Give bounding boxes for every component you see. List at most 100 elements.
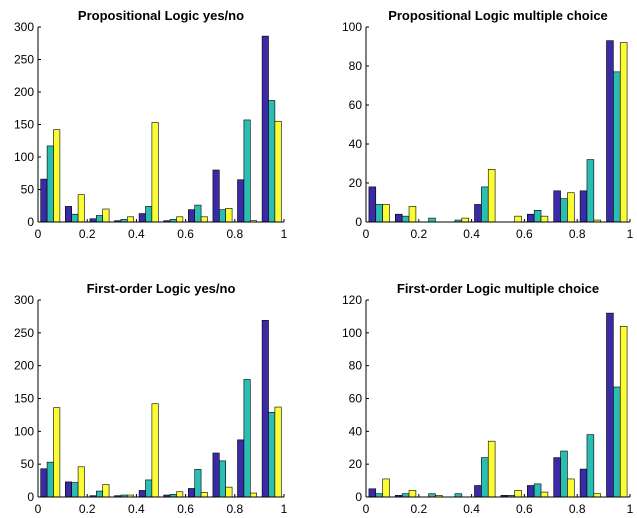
bar-series-3 <box>102 484 110 498</box>
bar-series-3 <box>487 169 496 223</box>
y-tick-label: 0 <box>355 490 362 504</box>
y-tick-label: 50 <box>21 183 35 197</box>
chart-panel-2: Propositional Logic multiple choice 0 20 40… <box>342 8 634 241</box>
bar-series-2 <box>533 483 542 498</box>
y-tick-label: 20 <box>349 176 363 190</box>
y-tick-label: 0 <box>355 215 362 229</box>
bar-series-3 <box>225 486 233 498</box>
y-tick-label: 300 <box>14 293 34 307</box>
bar-series-1 <box>527 213 535 223</box>
chart-title: Propositional Logic yes/no <box>78 8 244 23</box>
x-tick-label: 0.2 <box>79 502 96 516</box>
bar-series-1 <box>138 213 146 223</box>
bar-series-2 <box>268 411 276 498</box>
bar-series-2 <box>243 379 251 498</box>
chart-panel-1: Propositional Logic yes/no 0 50 100 150 200 25… <box>14 8 288 241</box>
bar-series-1 <box>40 468 48 498</box>
y-tick-label: 120 <box>342 293 362 307</box>
y-tick-label: 0 <box>27 215 34 229</box>
bar-series-3 <box>382 204 390 223</box>
bar-series-3 <box>408 206 417 223</box>
x-tick-label: 0.8 <box>569 502 586 516</box>
x-tick-label: 0.6 <box>516 227 533 241</box>
bar-series-3 <box>53 407 61 498</box>
bar-series-1 <box>579 190 588 223</box>
x-tick-label: 0 <box>363 502 370 516</box>
x-tick-label: 1 <box>281 227 288 241</box>
bar-series-1 <box>553 457 561 498</box>
x-tick-label: 1 <box>281 502 288 516</box>
x-tick-label: 0.6 <box>177 502 194 516</box>
bar-series-1 <box>65 481 73 498</box>
bar-series-1 <box>395 213 403 223</box>
y-tick-label: 100 <box>342 20 362 34</box>
x-tick-label: 1 <box>627 502 634 516</box>
chart-panel-3: First-order Logic yes/no 0 50 100 150 200 250 3… <box>14 281 288 516</box>
bar-series-2 <box>560 198 568 223</box>
y-tick-label: 20 <box>349 457 363 471</box>
y-tick-label: 200 <box>14 85 34 99</box>
bar-series-1 <box>579 468 588 498</box>
bar-series-3 <box>176 216 184 223</box>
bar-series-2 <box>46 461 54 498</box>
y-tick-label: 100 <box>14 150 34 164</box>
chart-title: First-order Logic yes/no <box>87 281 236 296</box>
bar-series-3 <box>619 42 628 223</box>
bar-series-2 <box>194 469 202 498</box>
bar-series-3 <box>151 122 159 223</box>
bar-series-1 <box>65 206 73 223</box>
bar-series-3 <box>102 208 110 223</box>
bar-series-2 <box>586 159 595 223</box>
y-tick-label: 50 <box>21 457 35 471</box>
bar-series-2 <box>268 100 276 223</box>
bar-series-2 <box>219 209 226 223</box>
x-tick-label: 0.6 <box>516 502 533 516</box>
y-tick-label: 250 <box>14 53 34 67</box>
chart-panel-4: First-order Logic multiple choice 0 20 40 60… <box>342 281 634 516</box>
bar-series-1 <box>606 312 614 498</box>
bar-series-3 <box>567 192 575 223</box>
x-tick-label: 0.4 <box>463 227 480 241</box>
bar-series-2 <box>401 215 410 223</box>
bar-series-1 <box>212 169 220 223</box>
y-tick-label: 80 <box>349 59 363 73</box>
bar-series-3 <box>151 403 159 498</box>
bar-series-3 <box>514 215 522 223</box>
x-tick-label: 0.4 <box>128 227 145 241</box>
chart-title: Propositional Logic multiple choice <box>388 8 608 23</box>
bar-series-2 <box>481 186 489 223</box>
y-tick-label: 60 <box>349 98 363 112</box>
bar-series-3 <box>225 208 233 223</box>
bar-series-3 <box>461 217 469 223</box>
y-tick-label: 150 <box>14 392 34 406</box>
bar-series-2 <box>145 206 153 223</box>
y-tick-label: 40 <box>349 137 363 151</box>
bar-series-2 <box>145 479 153 498</box>
bar-series-3 <box>176 491 184 498</box>
bar-series-1 <box>138 490 146 498</box>
bar-series-1 <box>474 485 482 498</box>
bar-series-1 <box>474 204 482 223</box>
bar-series-3 <box>540 215 549 223</box>
bar-series-3 <box>619 325 628 498</box>
x-tick-label: 0 <box>363 227 370 241</box>
bar-series-3 <box>487 440 496 498</box>
x-tick-label: 0 <box>35 227 42 241</box>
bar-series-3 <box>382 478 390 498</box>
bar-series-3 <box>274 406 282 498</box>
y-tick-label: 300 <box>14 20 34 34</box>
x-tick-label: 1 <box>627 227 634 241</box>
bar-series-2 <box>194 204 202 223</box>
bar-series-3 <box>249 492 257 498</box>
bar-series-1 <box>237 439 245 498</box>
bar-series-2 <box>613 386 621 498</box>
bar-series-2 <box>219 460 226 498</box>
y-tick-label: 0 <box>27 490 34 504</box>
bar-series-1 <box>368 488 377 498</box>
bar-series-3 <box>200 216 208 223</box>
x-tick-label: 0.8 <box>226 227 243 241</box>
bar-series-2 <box>533 210 542 223</box>
y-tick-label: 40 <box>349 424 363 438</box>
y-tick-label: 200 <box>14 359 34 373</box>
